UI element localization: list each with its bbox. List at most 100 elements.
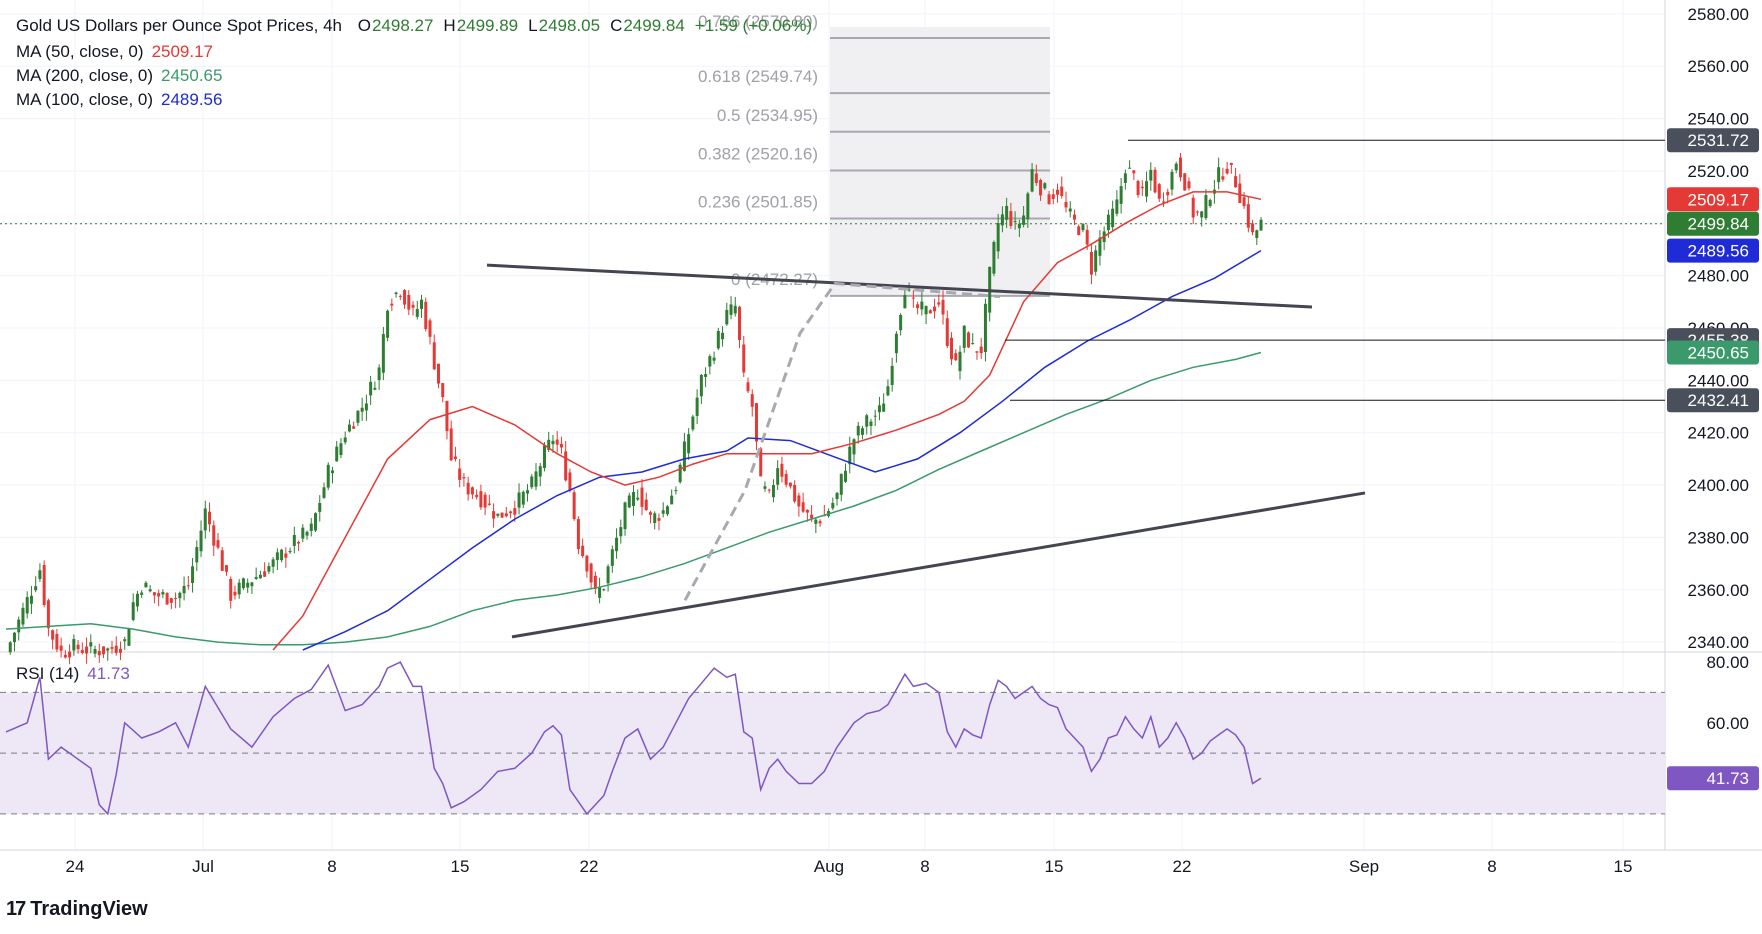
candle-body [305,531,309,536]
candle-body [237,582,241,595]
candle-body [619,527,623,537]
candle-body [212,525,216,546]
candle-body [873,415,877,417]
ma50-legend[interactable]: MA (50, close, 0) 2509.17 [16,40,213,64]
candle-body [767,489,771,491]
candle-body [59,645,63,651]
candle-body [123,639,127,642]
time-tick-label: 15 [451,857,470,876]
candle-body [38,570,42,579]
symbol-legend[interactable]: Gold US Dollars per Ounce Spot Prices, 4… [16,14,822,38]
candle-body [585,555,589,572]
price-tick-label: 2540.00 [1688,110,1749,129]
candle-body [21,607,25,625]
candle-body [729,304,733,315]
rsi-pane: 60.00 80.00 41.73 [0,653,1759,816]
candle-body [691,416,695,430]
price-tag-label: 2450.65 [1688,343,1749,362]
tradingview-brand[interactable]: 17 TradingView [6,898,148,921]
candle-body [966,332,970,348]
candle-body [793,484,797,502]
candle-body [1039,180,1043,196]
candle-body [462,477,466,479]
candle-body [199,530,203,552]
candle-body [246,582,250,588]
candle-body [275,552,279,561]
candle-body [330,470,334,474]
candle-body [780,463,784,477]
candle-body [1030,169,1034,192]
time-tick-label: Aug [814,857,844,876]
fib-level-label: 0.5 (2534.95) [717,106,818,125]
price-tick-label: 2480.00 [1688,267,1749,286]
candle-body [924,305,928,315]
candle-body [470,487,474,495]
candle-body [559,443,563,448]
time-tick-label: 8 [920,857,929,876]
candle-body [280,549,284,561]
candle-body [1017,223,1021,229]
candle-body [610,549,614,566]
candle-body [576,519,580,550]
candle-body [674,490,678,492]
rsi-value-tag-label: 41.73 [1706,769,1749,788]
candle-body [615,537,619,552]
candle-body [263,571,267,577]
candle-body [708,356,712,367]
candle-body [856,425,860,436]
candle-body [839,473,843,495]
candle-body [432,342,436,370]
ascending-trendline [511,491,1366,639]
candle-body [415,309,419,317]
candle-body [1153,169,1157,193]
candle-body [933,306,937,312]
brand-name: TradingView [30,898,148,920]
candle-body [220,550,224,571]
low-label: L [528,16,538,35]
moving-averages [5,191,1262,651]
candle-body [224,565,228,572]
candle-body [343,437,347,443]
candle-body [1229,162,1233,165]
candle-body [670,495,674,505]
rsi-line [5,661,1262,816]
candle-body [572,492,576,520]
candle-body [788,482,792,487]
time-tick-label: 15 [1614,857,1633,876]
candle-body [106,648,110,651]
candle-body [1047,194,1051,205]
candle-body [1225,168,1229,174]
candle-body [182,585,186,594]
candle-body [1140,186,1144,189]
ma100-legend[interactable]: MA (100, close, 0) 2489.56 [16,88,222,112]
candle-body [750,394,754,407]
candle-body [657,517,661,521]
candle-body [682,441,686,471]
candle-body [1195,211,1199,213]
candle-body [76,644,80,650]
candle-body [962,325,966,348]
candle-body [865,415,869,427]
rsi-tick-label: 80.00 [1706,653,1749,672]
candle-body [1174,163,1178,171]
rsi-legend[interactable]: RSI (14) 41.73 [16,662,130,686]
candle-body [776,468,780,485]
rsi-value-tag [1667,766,1759,791]
low-value: 2498.05 [538,16,601,35]
candle-body [1149,169,1153,181]
candle-body [886,386,890,396]
price-tag-label: 2531.72 [1688,131,1749,150]
candle-body [1051,194,1055,199]
candle-body [568,472,572,491]
candle-body [504,513,508,517]
candle-body [487,503,491,505]
candle-body [1200,211,1204,218]
candle-body [725,309,729,325]
candle-body [589,563,593,583]
ma200-legend[interactable]: MA (200, close, 0) 2450.65 [16,64,222,88]
candle-body [1246,204,1250,228]
candle-body [1060,186,1064,196]
candle-body [377,367,381,381]
candle-body [360,407,364,412]
